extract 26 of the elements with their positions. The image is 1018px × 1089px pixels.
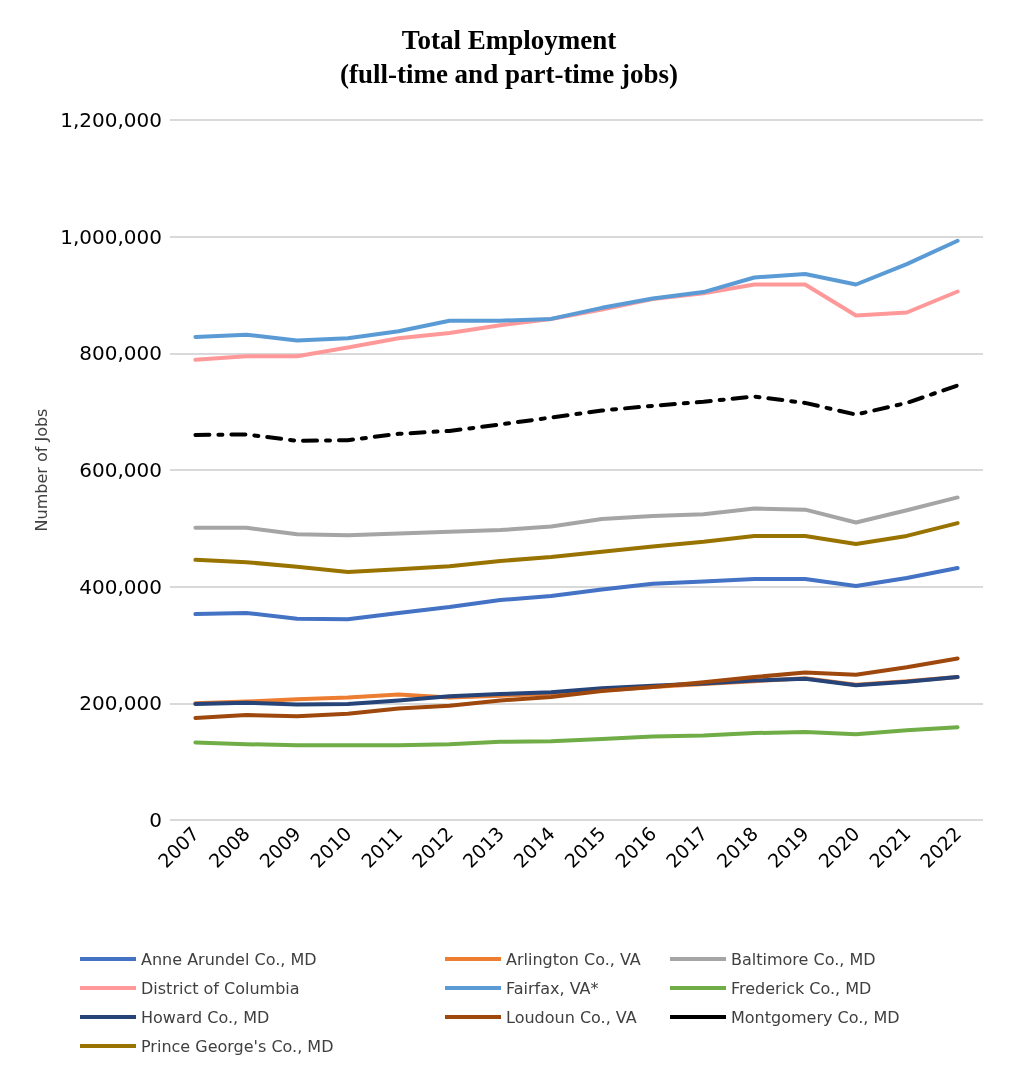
legend-label: Baltimore Co., MD [731, 949, 876, 969]
line-series [193, 656, 960, 720]
line-series [193, 566, 960, 622]
legend-label: Arlington Co., VA [506, 949, 641, 969]
line-series [193, 238, 960, 343]
y-tick-label: 600,000 [79, 458, 162, 482]
legend-label: District of Columbia [141, 978, 300, 998]
legend-label: Loudoun Co., VA [506, 1007, 637, 1027]
line-series [193, 725, 960, 748]
legend-label: Prince George's Co., MD [141, 1036, 334, 1056]
legend-label: Anne Arundel Co., MD [141, 949, 317, 969]
line-series [193, 521, 960, 575]
legend-label: Montgomery Co., MD [731, 1007, 900, 1027]
y-axis-title: Number of Jobs [31, 408, 51, 532]
y-tick-label: 200,000 [79, 691, 162, 716]
chart-title: Total Employment (full-time and part-time jobs) [339, 25, 679, 89]
y-tick-label: 800,000 [79, 341, 162, 366]
legend-label: Howard Co., MD [141, 1007, 270, 1027]
y-tick-label: 0 [149, 808, 162, 832]
y-tick-label: 1,200,000 [60, 108, 162, 132]
legend-label: Frederick Co., MD [731, 978, 872, 998]
legend-label: Fairfax, VA* [506, 978, 599, 998]
line-series [193, 383, 960, 443]
y-tick-label: 1,000,000 [60, 224, 162, 249]
line-series [193, 495, 960, 538]
y-tick-label: 400,000 [79, 574, 162, 599]
